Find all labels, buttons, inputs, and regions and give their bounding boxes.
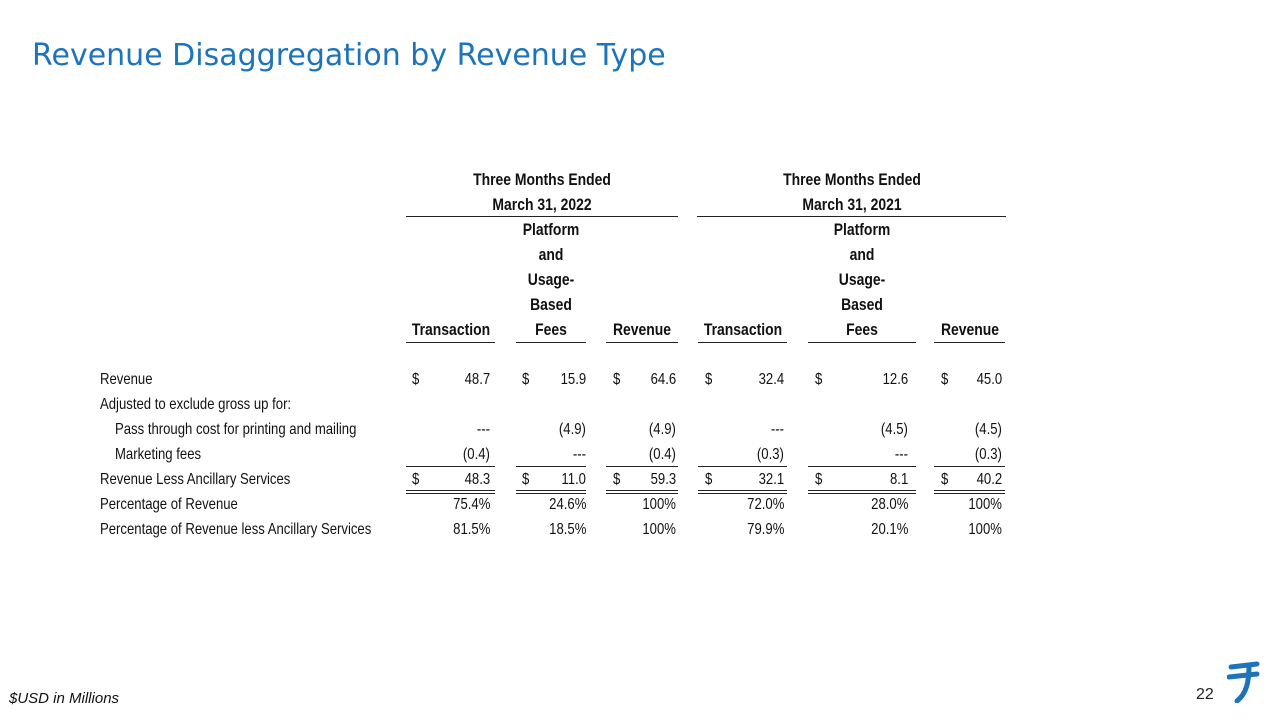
cell-value: 64.6 [650, 371, 676, 388]
page-number: 22 [1196, 686, 1214, 703]
column-header-platform-fees: Usage- [838, 270, 886, 289]
column-header-platform-fees: Usage- [527, 270, 575, 289]
cell-value: (4.9) [649, 421, 676, 438]
currency-symbol: $ [705, 471, 713, 488]
cell-value: 75.4% [452, 496, 490, 513]
row-label: Revenue Less Ancillary Services [100, 471, 291, 488]
column-header-platform-fees: and [538, 245, 564, 264]
cell-value: --- [770, 421, 784, 438]
currency-symbol: $ [815, 471, 823, 488]
column-header-transaction: Transaction [703, 320, 782, 339]
cell-value: 100% [642, 521, 676, 538]
row-label: Adjusted to exclude gross up for: [100, 396, 292, 413]
cell-value: 45.0 [976, 371, 1002, 388]
cell-value: 18.5% [548, 521, 586, 538]
cell-value: 40.2 [976, 471, 1002, 488]
column-header-underline [406, 342, 495, 343]
row-label: Marketing fees [115, 446, 202, 463]
total-double-rule [606, 490, 678, 494]
cell-value: 20.1% [870, 521, 908, 538]
column-header-underline [698, 342, 787, 343]
period-header-line1: Three Months Ended [473, 170, 611, 189]
column-header-platform-fees: Fees [846, 320, 878, 339]
cell-value: 12.6 [882, 371, 908, 388]
subtotal-rule [808, 466, 916, 467]
column-header-platform-fees: Platform [522, 220, 580, 239]
slide-title: Revenue Disaggregation by Revenue Type [32, 38, 666, 73]
currency-symbol: $ [412, 371, 420, 388]
subtotal-rule [516, 466, 586, 467]
currency-symbol: $ [522, 471, 530, 488]
column-header-transaction: Transaction [411, 320, 490, 339]
column-header-underline [516, 342, 586, 343]
cell-value: 11.0 [561, 471, 586, 488]
cell-value: 59.3 [650, 471, 676, 488]
period-header-underline [697, 216, 1006, 217]
currency-symbol: $ [412, 471, 420, 488]
subtotal-rule [698, 466, 787, 467]
cell-value: (4.9) [559, 421, 586, 438]
cell-value: 32.4 [758, 371, 784, 388]
currency-symbol: $ [941, 471, 949, 488]
period-header-line2: March 31, 2022 [492, 195, 592, 214]
currency-symbol: $ [705, 371, 713, 388]
total-double-rule [934, 490, 1005, 494]
column-header-underline [808, 342, 916, 343]
cell-value: (0.3) [975, 446, 1002, 463]
column-header-underline [606, 342, 678, 343]
cell-value: (4.5) [881, 421, 908, 438]
cell-value: 100% [642, 496, 676, 513]
footer-note: $USD in Millions [9, 690, 120, 707]
subtotal-rule [406, 466, 495, 467]
currency-symbol: $ [941, 371, 949, 388]
total-double-rule [698, 490, 787, 494]
row-label: Revenue [100, 371, 153, 388]
cell-value: 32.1 [758, 471, 784, 488]
cell-value: --- [572, 446, 586, 463]
period-header-line1: Three Months Ended [783, 170, 921, 189]
column-header-underline [934, 342, 1005, 343]
column-header-platform-fees: Fees [535, 320, 567, 339]
cell-value: 24.6% [548, 496, 586, 513]
cell-value: 100% [968, 496, 1002, 513]
currency-symbol: $ [815, 371, 823, 388]
column-header-platform-fees: and [849, 245, 875, 264]
cell-value: 15.9 [560, 371, 586, 388]
cell-value: (0.4) [649, 446, 676, 463]
cell-value: --- [894, 446, 908, 463]
cell-value: 48.3 [464, 471, 490, 488]
total-double-rule [516, 490, 586, 494]
subtotal-rule [934, 466, 1005, 467]
period-header-line2: March 31, 2021 [802, 195, 902, 214]
flywire-logo-icon [1227, 661, 1260, 703]
column-header-platform-fees: Platform [833, 220, 891, 239]
subtotal-rule [606, 466, 678, 467]
column-header-platform-fees: Based [841, 295, 883, 314]
total-double-rule [808, 490, 916, 494]
row-label: Percentage of Revenue [100, 496, 238, 513]
period-header-underline [406, 216, 678, 217]
cell-value: 28.0% [870, 496, 908, 513]
column-header-platform-fees: Based [530, 295, 572, 314]
cell-value: (4.5) [975, 421, 1002, 438]
row-label: Percentage of Revenue less Ancillary Ser… [100, 521, 372, 538]
cell-value: (0.3) [757, 446, 784, 463]
currency-symbol: $ [613, 471, 621, 488]
cell-value: 100% [968, 521, 1002, 538]
cell-value: 72.0% [746, 496, 784, 513]
cell-value: 81.5% [452, 521, 490, 538]
row-label: Pass through cost for printing and maili… [115, 421, 357, 438]
total-double-rule [406, 490, 495, 494]
currency-symbol: $ [613, 371, 621, 388]
column-header-revenue: Revenue [940, 320, 999, 339]
cell-value: 79.9% [746, 521, 784, 538]
cell-value: 48.7 [464, 371, 490, 388]
cell-value: --- [476, 421, 490, 438]
cell-value: 8.1 [889, 471, 908, 488]
cell-value: (0.4) [463, 446, 490, 463]
currency-symbol: $ [522, 371, 530, 388]
column-header-revenue: Revenue [612, 320, 672, 339]
